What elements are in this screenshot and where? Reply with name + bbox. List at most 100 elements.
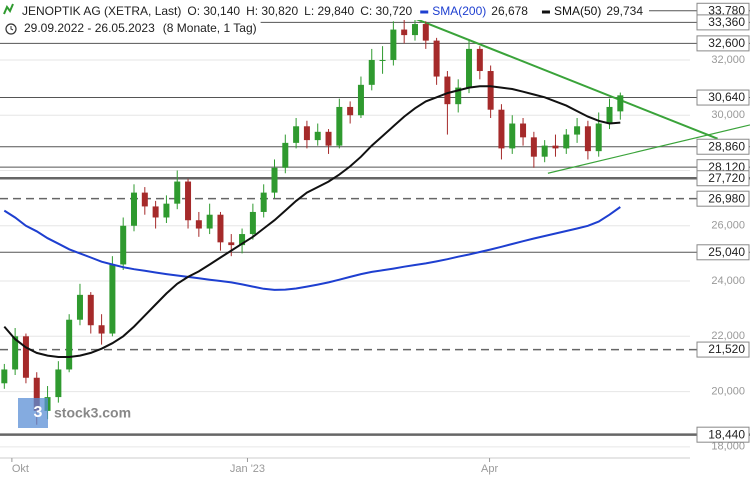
candle-body	[98, 325, 105, 334]
logo-glyph: 3	[34, 404, 43, 421]
candle-body	[66, 319, 73, 370]
candle-body	[401, 29, 408, 36]
trendline	[414, 17, 718, 140]
level-label-box	[696, 170, 750, 187]
clock-hand	[10, 26, 14, 31]
candle-body	[444, 76, 451, 105]
candle-body	[282, 142, 289, 168]
candle-body	[131, 192, 138, 226]
candle-body	[336, 106, 343, 146]
y-tick-label: 32,000	[711, 54, 745, 66]
candle-body	[368, 59, 375, 85]
header-text: C: 30,720	[360, 4, 412, 18]
plot	[1, 15, 750, 425]
sma-line	[3, 206, 621, 291]
candle-body	[22, 336, 29, 378]
x-tick-label: Apr	[481, 463, 498, 475]
x-tick-label: Jan '23	[230, 463, 265, 475]
candle-body	[433, 40, 440, 77]
candle-body	[33, 377, 40, 411]
level-label: 33,780	[708, 3, 745, 17]
candle-body	[239, 234, 246, 246]
candle-body	[574, 126, 581, 135]
candle-body	[271, 167, 278, 193]
candle-body	[411, 24, 418, 36]
y-tick-label: 26,000	[711, 220, 745, 232]
candle-body	[487, 71, 494, 110]
trendline	[547, 124, 750, 174]
candle-body	[606, 106, 613, 124]
level-label-box	[696, 89, 750, 106]
candle-body	[552, 145, 559, 149]
candle-body	[293, 126, 300, 143]
watermark: 3 stock3.com	[18, 398, 131, 428]
candle-body	[163, 203, 170, 218]
header-text: 26,678	[491, 4, 528, 18]
y-tick-label: 18,000	[711, 441, 745, 453]
candle-body	[314, 131, 321, 141]
y-tick-label: 30,000	[711, 109, 745, 121]
level-label: 28,860	[708, 139, 745, 153]
level-label: 21,520	[708, 342, 745, 356]
level-label: 32,600	[708, 36, 745, 50]
level-label: 18,440	[708, 427, 745, 441]
candle-body	[325, 131, 332, 146]
header-text: O: 30,140	[187, 4, 240, 18]
level-label: 26,980	[708, 191, 745, 205]
y-tick-label: 22,000	[711, 330, 745, 342]
candle-body	[390, 29, 397, 60]
level-label-box	[696, 14, 750, 31]
header-icon	[3, 3, 14, 15]
candle-body	[87, 294, 94, 326]
candle-body	[55, 369, 62, 398]
candle-body	[109, 264, 116, 334]
logo-icon	[18, 398, 48, 428]
level-label-box	[696, 190, 750, 207]
candle-body	[152, 206, 159, 218]
header-text: L: 29,840	[304, 4, 354, 18]
candle-body	[520, 123, 527, 138]
header-bg	[0, 21, 261, 37]
y-tick-label: 24,000	[711, 275, 745, 287]
candle-body	[206, 214, 213, 229]
candle-body	[217, 214, 224, 243]
candle-body	[185, 181, 192, 221]
level-label: 33,360	[708, 15, 745, 29]
level-label: 30,640	[708, 90, 745, 104]
candle-body	[357, 84, 364, 116]
header-text: 29,734	[606, 4, 643, 18]
level-labels: 33,78033,36032,60030,64028,86028,12027,7…	[696, 2, 750, 443]
candle-body	[541, 145, 548, 157]
clock-icon	[5, 23, 17, 35]
level-label-box	[696, 426, 750, 443]
candle-body	[509, 123, 516, 149]
candle-body	[249, 211, 256, 235]
candle-body	[455, 87, 462, 105]
candle-body	[141, 192, 148, 207]
sma-line	[3, 85, 621, 358]
levels	[0, 10, 750, 436]
candle-body	[76, 294, 83, 320]
candle-body	[584, 126, 591, 152]
candle-body	[563, 134, 570, 149]
candle-body	[120, 225, 127, 265]
header-text: JENOPTIK AG (XETRA, Last)	[22, 4, 181, 18]
level-label: 27,720	[708, 171, 745, 185]
candle-body	[617, 95, 624, 112]
candle-body	[476, 48, 483, 72]
candle-body	[498, 109, 505, 149]
watermark-text: stock3.com	[54, 405, 131, 421]
candle-body	[1, 369, 8, 384]
candle-body	[195, 220, 202, 229]
level-label-box	[696, 244, 750, 261]
candle-body	[174, 181, 181, 204]
header-bg	[0, 3, 650, 20]
candle-body	[12, 336, 19, 370]
level-label: 25,040	[708, 245, 745, 259]
candle-body	[347, 106, 354, 116]
header-text: SMA(50)	[554, 4, 601, 18]
header: JENOPTIK AG (XETRA, Last) O: 30,140 H: 30,…	[3, 3, 643, 35]
candle-body	[379, 59, 386, 61]
level-label-box	[696, 35, 750, 52]
